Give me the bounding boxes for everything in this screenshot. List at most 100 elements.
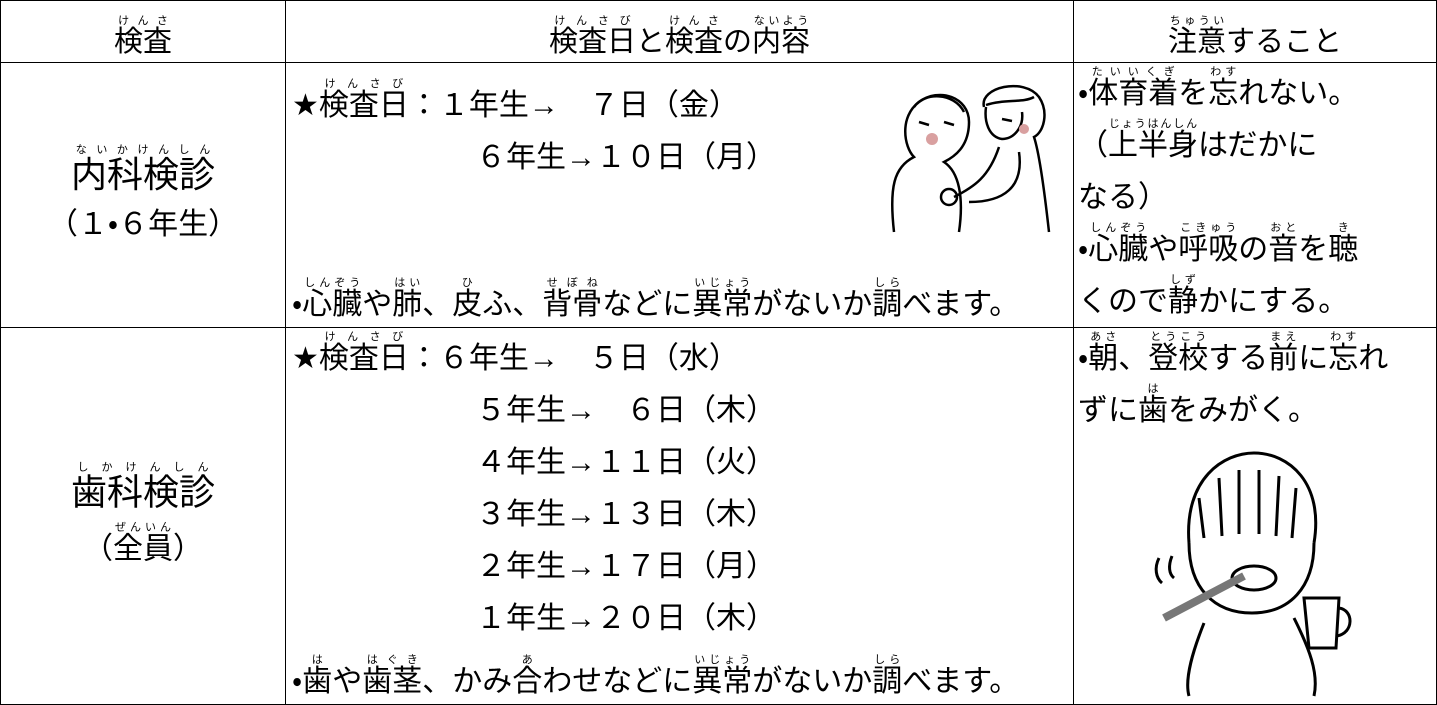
- kanji: 前: [1268, 342, 1299, 375]
- ruby-word: 検査日けんさび: [319, 79, 409, 123]
- furigana: いじょう: [692, 654, 753, 666]
- ruby-word: 検査けんさ: [114, 16, 172, 59]
- furigana: しかけんしん: [70, 461, 215, 474]
- body: [1186, 617, 1317, 697]
- ruby-word: 検査日けんさび: [549, 16, 636, 59]
- kanji: 上半身: [1108, 129, 1198, 162]
- stethoscope-head: [939, 187, 959, 207]
- text: ４年生→１１日（火）: [476, 446, 776, 479]
- ruby-word: 音おと: [1268, 223, 1298, 267]
- kanji: 皮: [452, 288, 483, 321]
- ruby-word: 心臓しんぞう: [302, 278, 362, 322]
- text-line: ★検査日けんさび：１年生→ ７日（金）: [292, 77, 776, 129]
- schedule-cell: ★検査日けんさび：１年生→ ７日（金） ６年生→１０日（月） ・心臓しんぞうや肺は…: [285, 62, 1074, 328]
- text-line: 歯科検診しかけんしん: [1, 462, 285, 522]
- text: ・: [292, 665, 303, 698]
- text: などに: [602, 288, 693, 321]
- furigana: あ: [512, 654, 543, 666]
- ruby-word: 注意ちゅうい: [1167, 16, 1226, 59]
- ruby-word: 心臓しんぞう: [1088, 223, 1149, 267]
- notes-cell: ・体育着たいいくぎを忘わすれない。 （上半身じょうはんしんはだかに なる） ・心臓しん…: [1073, 62, 1437, 328]
- ruby-word: 内科検診ないかけんしん: [71, 145, 215, 196]
- kanji: 呼吸: [1178, 233, 1239, 266]
- ruby-word: 調しら: [872, 278, 902, 322]
- kanji: 聴: [1328, 233, 1359, 266]
- ruby-word: 聴き: [1328, 223, 1359, 267]
- text-line: （１・６年生）: [1, 204, 285, 246]
- text: かにする。: [1198, 285, 1349, 318]
- text-line: 検査けんさ: [1, 15, 285, 60]
- furigana: こきゅう: [1178, 222, 1239, 234]
- text: を: [1178, 77, 1209, 110]
- kanji: 異常: [692, 665, 753, 698]
- kanji: 心臓: [1088, 233, 1149, 266]
- child-face: [912, 95, 966, 127]
- text-line: ・体育着たいいくぎを忘わすれない。: [1078, 65, 1358, 117]
- text: わせなどに: [542, 665, 693, 698]
- kanji: 肺: [392, 288, 423, 321]
- header-row: 検査けんさ 検査日けんさびと検査けんさの内容ないよう 注意ちゅういすること: [0, 0, 1437, 63]
- text: する: [1208, 342, 1269, 375]
- text: くので: [1078, 285, 1168, 318]
- ruby-word: 皮ひ: [452, 278, 483, 322]
- kanji: 調: [872, 665, 903, 698]
- ruby-word: 全員ぜんいん: [113, 522, 173, 566]
- text-line: ２年生→１７日（月）: [292, 538, 776, 590]
- kanji: 忘: [1328, 342, 1359, 375]
- kanji: 朝: [1088, 342, 1119, 375]
- ruby-word: 歯茎はぐき: [362, 655, 422, 699]
- toothbrush: [1162, 572, 1246, 622]
- text: の: [723, 26, 753, 58]
- exam-name: 歯科検診しかけんしん （全員ぜんいん）: [1, 462, 285, 571]
- text-line: なる）: [1078, 169, 1358, 221]
- furigana: けんさび: [318, 78, 409, 90]
- cup: [1302, 596, 1352, 650]
- text: ５年生→ ６日（木）: [476, 394, 776, 427]
- table-row: 内科検診ないかけんしん （１・６年生） ★検査日けんさび：１年生→ ７日（金） ６年…: [0, 62, 1437, 328]
- kanji: 歯: [1138, 394, 1168, 427]
- kanji: 注意: [1167, 26, 1226, 58]
- furigana: ぜんいん: [113, 521, 173, 534]
- text: 、: [422, 288, 453, 321]
- text-line: ・心臓しんぞうや呼吸こきゅうの音おとを聴き: [1078, 221, 1358, 273]
- ruby-word: 内容ないよう: [752, 16, 811, 59]
- furigana: は: [302, 654, 333, 666]
- motion-lines: [1154, 555, 1176, 585]
- furigana: しんぞう: [302, 277, 363, 289]
- furigana: けんさ: [113, 15, 172, 27]
- notes: ・体育着たいいくぎを忘わすれない。 （上半身じょうはんしんはだかに なる） ・心臓しん…: [1078, 65, 1358, 325]
- text: の: [1238, 233, 1269, 266]
- furigana: ひ: [452, 277, 483, 289]
- text: がないか: [752, 288, 873, 321]
- kanji: 歯科検診: [70, 472, 215, 513]
- cheek: [926, 133, 938, 145]
- text: ずに: [1078, 394, 1138, 427]
- ruby-word: 背骨せぼね: [542, 278, 602, 322]
- ruby-word: 呼吸こきゅう: [1178, 223, 1239, 267]
- text: はだかに: [1198, 129, 1318, 162]
- toothbrush-illustration: [1154, 451, 1352, 697]
- text: １年生→２０日（木）: [476, 602, 776, 635]
- table-row: 歯科検診しかけんしん （全員ぜんいん） ★検査日けんさび：６年生→ ５日（水） ５年…: [0, 327, 1437, 705]
- ruby-word: 検査日けんさび: [318, 332, 409, 376]
- kanji: 歯: [302, 665, 333, 698]
- text: （: [1078, 129, 1108, 162]
- kanji: 検査: [664, 26, 723, 58]
- furigana: き: [1328, 222, 1359, 234]
- furigana: は: [1138, 383, 1168, 395]
- furigana: わす: [1328, 331, 1359, 343]
- text: や: [362, 288, 393, 321]
- text-line: 検査日けんさびと検査けんさの内容ないよう: [286, 15, 1073, 60]
- text: を: [1298, 233, 1329, 266]
- text: 、かみ: [422, 665, 513, 698]
- child-outline: [890, 93, 971, 233]
- kanji: 検査日: [318, 342, 409, 375]
- exam-cell: 内科検診ないかけんしん （１・６年生）: [0, 62, 286, 328]
- description: ・歯はや歯茎はぐき、かみ合あわせなどに異常いじょうがないか調しらべます。: [292, 654, 1019, 700]
- text: ３年生→１３日（木）: [476, 498, 776, 531]
- notes: ・朝あさ、登校とうこうする前まえに忘わすれ ずに歯はをみがく。: [1078, 330, 1388, 434]
- kanji: 内容: [752, 26, 811, 58]
- text-line: （上半身じょうはんしんはだかに: [1078, 117, 1358, 169]
- ruby-word: 歯は: [1138, 384, 1168, 428]
- furigana: いじょう: [692, 277, 753, 289]
